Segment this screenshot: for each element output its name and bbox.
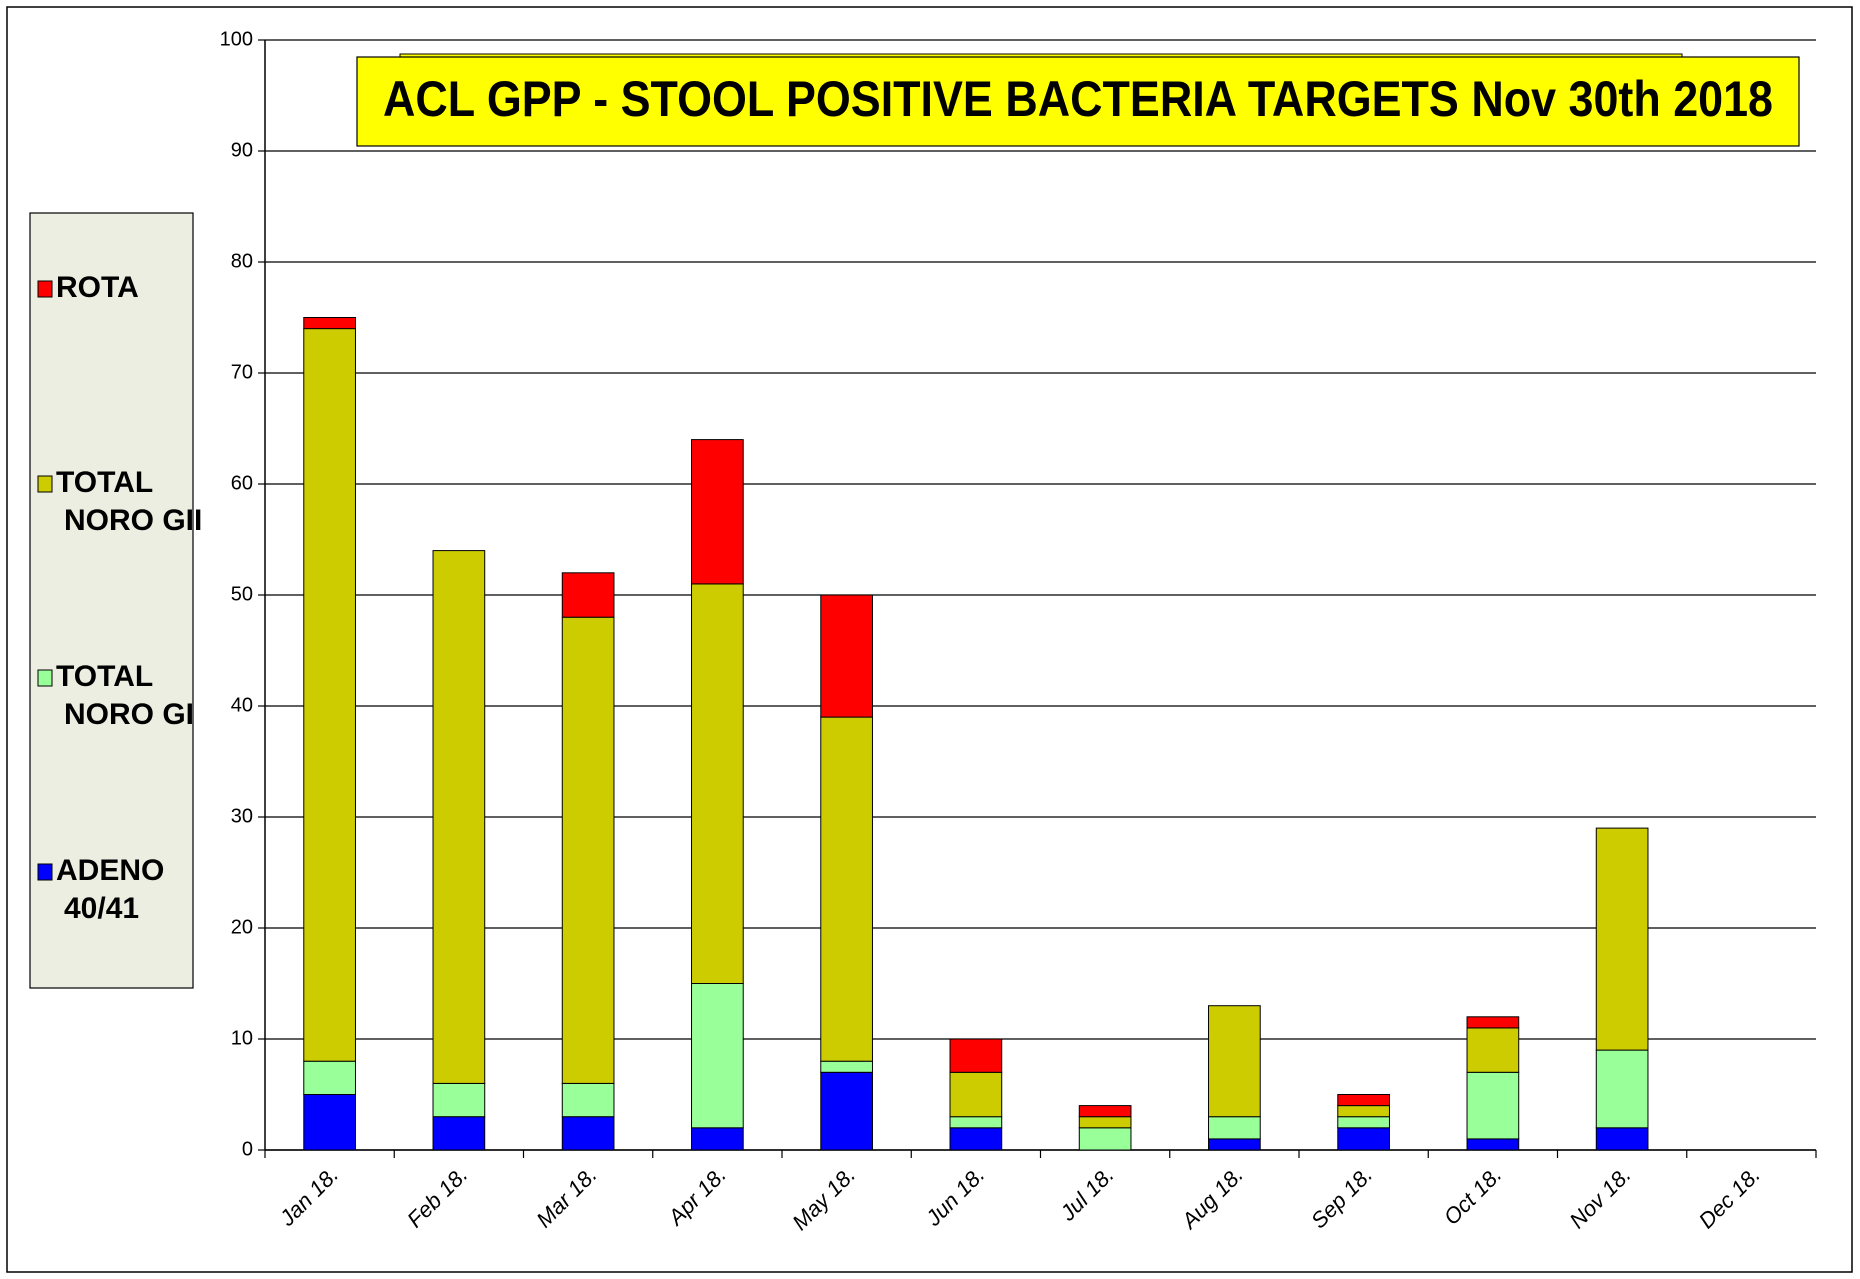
bar-segment xyxy=(820,1071,873,1151)
bar-segment xyxy=(1078,1127,1132,1151)
legend-label: TOTAL NORO GII xyxy=(56,466,202,537)
x-tick-label: Jan 18. xyxy=(274,1162,343,1231)
legend-swatch xyxy=(37,863,53,881)
y-tick-label: 0 xyxy=(242,1138,253,1160)
legend-label: TOTAL NORO GI xyxy=(56,660,194,731)
bar-segment xyxy=(820,716,873,1062)
bar-segment xyxy=(820,1060,873,1073)
bar-segment xyxy=(1466,1071,1520,1140)
legend-swatch xyxy=(37,475,53,493)
bar-segment xyxy=(1337,1127,1390,1151)
bar-segment xyxy=(1337,1105,1390,1118)
bar-segment xyxy=(303,1060,356,1095)
bar-segment xyxy=(1337,1116,1390,1129)
x-tick-label: Oct 18. xyxy=(1439,1162,1507,1230)
y-tick-label: 40 xyxy=(231,694,253,716)
bar-segment xyxy=(949,1116,1003,1129)
x-tick-label: Sep 18. xyxy=(1306,1162,1377,1233)
bar-segment xyxy=(303,328,356,1062)
x-tick-label: Apr 18. xyxy=(662,1162,731,1231)
legend-swatch xyxy=(37,280,53,298)
x-tick-label: Aug 18. xyxy=(1175,1162,1248,1235)
bar-segment xyxy=(303,317,356,330)
x-tick-label: Nov 18. xyxy=(1564,1162,1635,1233)
legend-box xyxy=(29,212,194,989)
bar-segment xyxy=(432,1116,486,1151)
plot-area: 0 10 20 30 40 50 60 70 80 90 100 Jan 18. Feb 18. Mar … xyxy=(220,28,1817,1235)
bar-segment xyxy=(561,616,615,1084)
x-tick-label: Dec 18. xyxy=(1694,1162,1765,1233)
bar-segment xyxy=(1337,1094,1390,1107)
bar-segment xyxy=(1078,1116,1132,1129)
bar-segment xyxy=(1208,1116,1261,1140)
y-tick-label: 30 xyxy=(231,805,253,827)
bar-segment xyxy=(691,583,744,985)
y-tick-label: 100 xyxy=(220,28,253,50)
bar-segment xyxy=(1078,1105,1132,1118)
bar-segment xyxy=(432,1082,486,1118)
y-tick-label: 70 xyxy=(231,361,253,383)
bar-segment xyxy=(561,572,615,618)
bar-segment xyxy=(1466,1016,1520,1029)
bar-segment xyxy=(691,983,744,1129)
bar-segment xyxy=(303,1094,356,1151)
y-tick-label: 60 xyxy=(231,472,253,494)
y-tick-label: 50 xyxy=(231,583,253,605)
bar-segment xyxy=(949,1127,1003,1151)
bar-segment xyxy=(691,439,744,585)
bar-segment xyxy=(691,1127,744,1151)
legend-label: ROTA xyxy=(56,271,139,304)
bar-segment xyxy=(561,1116,615,1151)
bar-segment xyxy=(1208,1138,1261,1151)
y-tick-label: 80 xyxy=(231,250,253,272)
title-box xyxy=(356,56,1800,147)
bar-segment xyxy=(820,594,873,718)
bar-segment xyxy=(949,1038,1003,1073)
x-tick-label: Jul 18. xyxy=(1055,1162,1119,1226)
legend-label: ADENO 40/41 xyxy=(56,854,173,925)
bar-segment xyxy=(432,550,486,1084)
legend-swatch xyxy=(37,669,53,687)
bar-segment xyxy=(1595,1049,1649,1129)
x-tick-label: May 18. xyxy=(787,1162,860,1235)
x-tick-label: Mar 18. xyxy=(531,1162,601,1232)
bar-segment xyxy=(1208,1005,1261,1118)
frame xyxy=(6,6,1853,1273)
bar-segment xyxy=(561,1082,615,1118)
y-tick-label: 20 xyxy=(231,916,253,938)
x-tick-label: Feb 18. xyxy=(402,1162,472,1232)
bar-segment xyxy=(1595,827,1649,1051)
chart-title: ACL GPP - STOOL POSITIVE BACTERIA TARGET… xyxy=(383,71,1773,127)
bar-segment xyxy=(1466,1027,1520,1073)
x-tick-label: Jun 18. xyxy=(920,1162,989,1231)
bar-segment xyxy=(1595,1127,1649,1151)
y-tick-label: 90 xyxy=(231,139,253,161)
y-tick-label: 10 xyxy=(231,1027,253,1049)
bar-segment xyxy=(1466,1138,1520,1151)
bar-segment xyxy=(949,1071,1003,1118)
